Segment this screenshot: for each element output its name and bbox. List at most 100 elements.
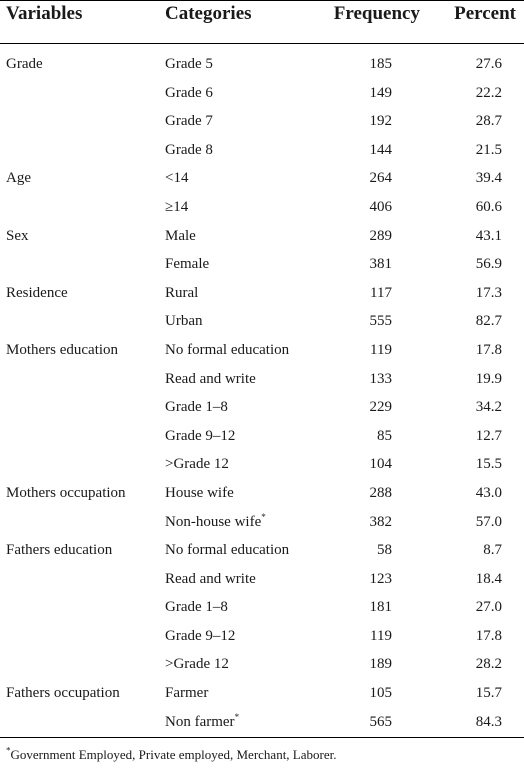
percent-cell: 8.7 <box>483 542 502 559</box>
frequency-cell: 119 <box>370 341 392 358</box>
table-row: Fathers education No formal education 58 8.… <box>0 536 524 565</box>
category-cell: Grade 9–12 <box>165 622 235 651</box>
table-header-rule <box>0 43 524 44</box>
frequency-cell: 185 <box>369 56 393 72</box>
category-text: Male <box>165 227 196 244</box>
category-text: No formal education <box>165 341 290 358</box>
table-row: Read and write 133 19.9 <box>0 365 524 394</box>
category-text: Grade 7 <box>165 113 213 130</box>
category-cell: House wife <box>165 479 234 508</box>
frequency-cell: 104 <box>369 456 393 473</box>
percent-cell: 17.8 <box>475 627 502 644</box>
table-row: Mothers education No formal education 119 1… <box>0 336 524 365</box>
category-cell: Read and write <box>165 565 256 594</box>
category-cell: >Grade 12 <box>165 450 229 479</box>
category-cell: <14 <box>165 164 188 193</box>
table-row: Grade 1–8 181 27.0 <box>0 593 524 622</box>
category-cell: Non farmer* <box>165 708 239 737</box>
table-row: Sex Male 289 43.1 <box>0 222 524 251</box>
table-row: Grade 7 192 28.7 <box>0 107 524 136</box>
header-percent: Percent <box>454 3 516 24</box>
percent-cell: 19.9 <box>475 370 502 387</box>
category-text: >Grade 12 <box>165 656 229 673</box>
footnote-marker: * <box>6 745 11 756</box>
footnote-text: Government Employed, Private employed, M… <box>10 747 337 762</box>
category-text: ≥14 <box>165 198 189 215</box>
table-header-row: Variables Categories Frequency Percent <box>0 0 524 43</box>
percent-cell: 15.7 <box>475 685 502 702</box>
percent-cell: 82.7 <box>475 313 502 330</box>
category-cell: Grade 9–12 <box>165 422 235 451</box>
variable-cell: Age <box>6 170 31 187</box>
frequency-cell: 119 <box>370 627 392 644</box>
percent-cell: 34.2 <box>475 399 502 416</box>
variable-cell: Mothers education <box>6 341 119 358</box>
category-footnote-marker: * <box>234 711 240 722</box>
frequency-cell: 382 <box>369 513 393 530</box>
category-text: Read and write <box>165 570 256 587</box>
category-text: <14 <box>165 170 189 187</box>
frequency-cell: 149 <box>369 84 393 101</box>
table-row: Grade 9–12 119 17.8 <box>0 622 524 651</box>
category-cell: Female <box>165 250 209 279</box>
category-cell: Grade 1–8 <box>165 593 228 622</box>
category-text: Grade 9–12 <box>165 627 236 644</box>
frequency-cell: 381 <box>369 256 393 273</box>
percent-cell: 27.0 <box>475 599 502 616</box>
percent-cell: 57.0 <box>475 513 502 530</box>
frequency-cell: 58 <box>377 542 392 559</box>
category-cell: Grade 1–8 <box>165 393 228 422</box>
table-row: Mothers occupation House wife 288 43.0 <box>0 479 524 508</box>
category-cell: ≥14 <box>165 193 188 222</box>
table-row: Non-house wife* 382 57.0 <box>0 508 524 537</box>
percent-cell: 84.3 <box>475 713 502 730</box>
header-frequency: Frequency <box>333 3 420 24</box>
table-row: >Grade 12 189 28.2 <box>0 650 524 679</box>
category-cell: Urban <box>165 307 203 336</box>
percent-cell: 21.5 <box>475 141 502 158</box>
category-cell: Grade 5 <box>165 50 213 79</box>
category-footnote-marker: * <box>261 511 266 522</box>
category-cell: Read and write <box>165 365 256 394</box>
frequency-cell: 85 <box>377 427 392 444</box>
category-text: Grade 1–8 <box>165 599 228 616</box>
percent-cell: 22.2 <box>475 84 502 101</box>
variable-cell: Grade <box>6 56 43 72</box>
table-row: Grade Grade 5 185 27.6 <box>0 50 524 79</box>
table-row: Grade 6 149 22.2 <box>0 79 524 108</box>
category-text: Female <box>165 256 210 273</box>
category-text: Rural <box>165 284 199 301</box>
percent-cell: 17.8 <box>475 341 502 358</box>
frequency-cell: 181 <box>369 599 393 616</box>
frequency-cell: 264 <box>369 170 393 187</box>
category-cell: Grade 8 <box>165 136 213 165</box>
variable-cell: Fathers occupation <box>6 685 120 702</box>
category-cell: Grade 7 <box>165 107 213 136</box>
table-row: Age <14 264 39.4 <box>0 164 524 193</box>
table-row: Read and write 123 18.4 <box>0 565 524 594</box>
table-row: >Grade 12 104 15.5 <box>0 450 524 479</box>
frequency-cell: 555 <box>369 313 393 330</box>
variable-cell: Residence <box>6 284 68 301</box>
table-body: Grade Grade 5 185 27.6 Grade 6 149 22.2 Grade 7… <box>0 50 524 736</box>
percent-cell: 39.4 <box>475 170 502 187</box>
category-text: Non farmer <box>165 713 235 730</box>
percent-cell: 28.7 <box>475 113 502 130</box>
category-cell: >Grade 12 <box>165 650 229 679</box>
category-text: Read and write <box>165 370 256 387</box>
variable-cell: Sex <box>6 227 29 244</box>
frequency-cell: 229 <box>369 399 393 416</box>
percent-cell: 43.0 <box>475 484 502 501</box>
category-cell: Grade 6 <box>165 79 213 108</box>
category-text: Grade 5 <box>165 56 213 72</box>
table-row: Grade 1–8 229 34.2 <box>0 393 524 422</box>
table-row: Non farmer* 565 84.3 <box>0 708 524 737</box>
frequency-cell: 105 <box>369 685 393 702</box>
header-categories: Categories <box>165 3 252 24</box>
table-row: Female 381 56.9 <box>0 250 524 279</box>
frequency-cell: 189 <box>369 656 393 673</box>
variable-cell: Fathers education <box>6 542 113 559</box>
table-top-rule <box>0 0 524 1</box>
category-text: Grade 9–12 <box>165 427 236 444</box>
category-cell: Farmer <box>165 679 208 708</box>
